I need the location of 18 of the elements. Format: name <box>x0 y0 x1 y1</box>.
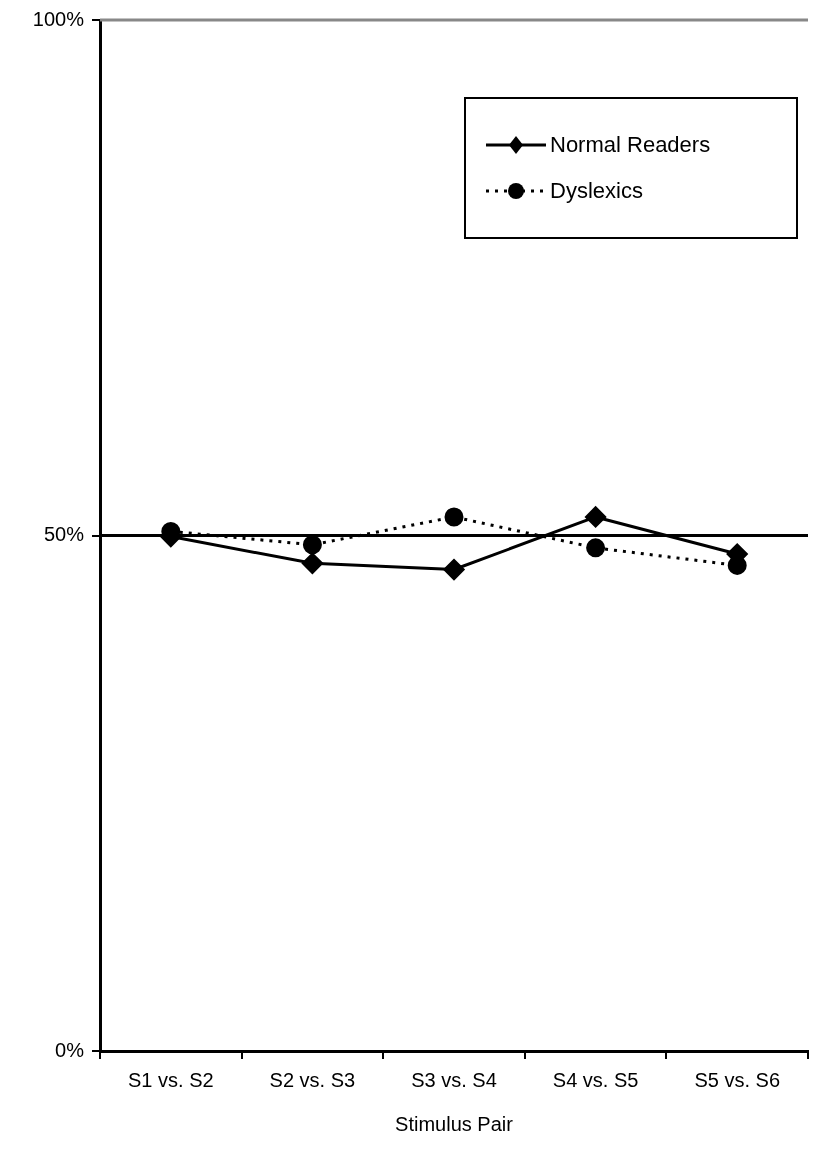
point <box>586 538 606 558</box>
x-tick-label: S2 vs. S3 <box>269 1068 356 1091</box>
y-tick-label: 50% <box>43 523 85 546</box>
point <box>443 559 465 581</box>
x-tick-label: S5 vs. S6 <box>694 1068 780 1091</box>
x-tick-label: S3 vs. S4 <box>411 1068 497 1091</box>
point <box>585 506 607 528</box>
point <box>302 535 322 555</box>
y-tick-label: 0% <box>55 1038 85 1061</box>
legend-label: Dyslexics <box>550 178 643 204</box>
point <box>301 552 323 574</box>
point <box>727 555 747 575</box>
x-tick-label: S4 vs. S5 <box>552 1068 639 1091</box>
x-tick-label: S1 vs. S2 <box>128 1068 214 1091</box>
point <box>444 507 464 527</box>
y-tick-label: 100% <box>32 7 85 30</box>
x-axis-title: Stimulus Pair <box>395 1112 514 1135</box>
legend-label: Normal Readers <box>550 132 711 158</box>
